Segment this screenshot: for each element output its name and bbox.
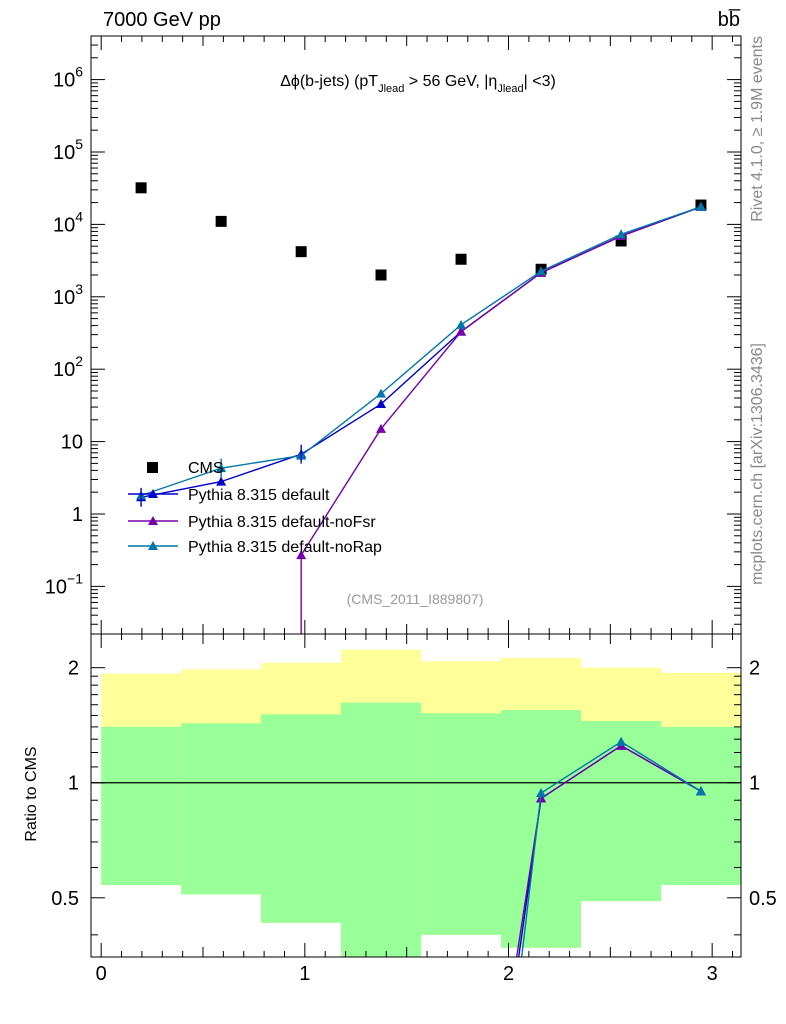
legend: CMS Pythia 8.315 default Pythia 8.315 defa…: [128, 460, 382, 556]
data-point-noRap: [456, 319, 467, 329]
legend-marker-default: [148, 489, 158, 498]
ratio-y-tick-label-right: 0.5: [749, 888, 777, 910]
energy-label: 7000 GeV pp: [103, 9, 221, 31]
ratio-point-noRap: [536, 788, 547, 798]
band-inner-bin: [261, 714, 342, 923]
title-part-b: > 56 GeV, |η: [404, 73, 497, 90]
series-line-noFsr: [300, 206, 702, 556]
y-tick-label: 102: [53, 353, 83, 381]
data-point-cms: [135, 182, 147, 194]
data-point-noFsr: [296, 550, 307, 560]
main-marks: [135, 182, 707, 634]
data-point-default: [376, 399, 387, 409]
series-line-default: [140, 206, 702, 498]
legend-label-data: CMS: [188, 460, 224, 477]
legend-label-default: Pythia 8.315 default: [188, 487, 330, 504]
ratio-marks: [515, 736, 706, 958]
ratio-point-noRap: [695, 786, 706, 796]
mcplots-label: mcplots.cern.ch [arXiv:1306.3436]: [749, 343, 766, 585]
band-inner-bin: [500, 709, 582, 948]
data-point-cms: [375, 269, 387, 281]
band-inner-bin: [421, 713, 501, 935]
legend-label-noRap: Pythia 8.315 default-noRap: [188, 539, 382, 556]
x-tick-label: 0: [96, 963, 107, 985]
ratio-line-noFsr: [515, 744, 702, 958]
ratio-ylabel: Ratio to CMS: [23, 746, 40, 841]
ratio-y-tick-label-left: 0.5: [51, 888, 79, 910]
y-tick-label: 103: [53, 281, 83, 309]
title-part-c: | <3): [524, 73, 556, 90]
y-tick-label: 105: [53, 136, 83, 164]
ratio-y-tick-label-right: 1: [749, 773, 760, 795]
title-part-a: Δϕ(b-jets) (pT: [280, 73, 378, 90]
ratio-axes: 0.5 0.5 1 1 2 2 0 1 2 3: [51, 634, 777, 985]
data-point-noRap: [376, 388, 387, 398]
x-tick-label: 3: [707, 963, 718, 985]
process-label: bb̅: [718, 8, 741, 31]
data-point-noRap: [695, 201, 706, 211]
data-point-cms: [295, 246, 307, 258]
y-tick-label: 10−1: [45, 570, 83, 598]
ratio-y-tick-label-right: 2: [749, 658, 760, 680]
data-point-noRap: [536, 266, 547, 276]
legend-marker-noRap: [148, 541, 158, 550]
ratio-uncertainty-bands: [91, 649, 741, 957]
analysis-tag: (CMS_2011_I889807): [347, 591, 484, 607]
ratio-point-noRap: [616, 736, 627, 746]
y-tick-label: 106: [53, 64, 83, 92]
y-tick-label: 10: [61, 432, 83, 454]
band-inner-bin: [181, 723, 262, 895]
rivet-version-label: Rivet 4.1.0, ≥ 1.9M events: [749, 36, 766, 222]
x-tick-label: 1: [299, 963, 310, 985]
data-point-noRap: [616, 229, 627, 239]
title-sub-2: Jlead: [497, 83, 523, 95]
main-plot-title: Δϕ(b-jets) (pTJlead > 56 GeV, |ηJlead| <…: [280, 73, 556, 95]
series-line-noRap: [140, 206, 702, 497]
band-inner-bin: [341, 702, 422, 957]
ratio-line-noRap: [520, 740, 702, 958]
ratio-plot-panel: 0.5 0.5 1 1 2 2 0 1 2 3 Ratio to CMS: [23, 633, 777, 985]
data-point-cms: [455, 253, 467, 265]
band-inner-bin: [581, 721, 662, 902]
band-inner-bin: [101, 726, 182, 886]
legend-label-noFsr: Pythia 8.315 default-noFsr: [188, 514, 376, 531]
ratio-y-tick-label-left: 1: [68, 773, 79, 795]
title-sub-1: Jlead: [378, 83, 404, 95]
ratio-plot-frame: [90, 633, 742, 958]
y-tick-label: 104: [53, 208, 83, 236]
legend-marker-noFsr: [148, 516, 158, 525]
x-tick-label: 2: [503, 963, 514, 985]
data-point-default: [216, 476, 227, 486]
data-point-cms: [215, 215, 227, 227]
band-inner-bin: [661, 726, 741, 886]
legend-marker-cms: [147, 462, 158, 473]
ratio-y-tick-label-left: 2: [68, 658, 79, 680]
data-point-noFsr: [376, 423, 387, 433]
data-point-noFsr: [456, 326, 467, 336]
y-tick-label: 1: [72, 504, 83, 526]
data-point-cms: [615, 235, 627, 247]
